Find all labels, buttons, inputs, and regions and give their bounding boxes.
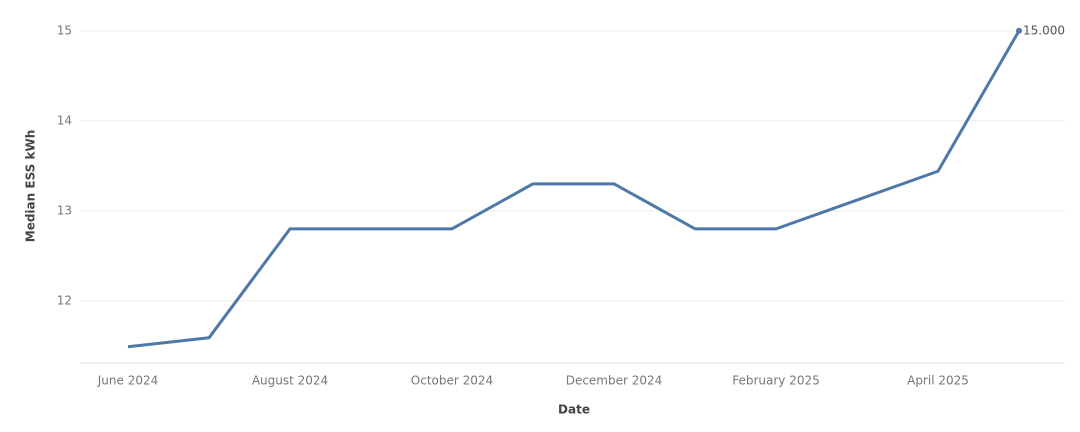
- y-tick-label: 13: [57, 203, 72, 217]
- x-tick-label: April 2025: [907, 374, 969, 388]
- y-axis-title: Median ESS kWh: [24, 130, 38, 242]
- x-axis-title: Date: [558, 403, 590, 417]
- point: [1016, 27, 1022, 34]
- x-tick-label: June 2024: [97, 374, 159, 388]
- y-tick-label: 14: [57, 113, 72, 127]
- y-tick-label: 15: [57, 23, 72, 37]
- x-tick-label: August 2024: [252, 374, 328, 388]
- x-tick-label: December 2024: [566, 374, 663, 388]
- data-label: 15.000: [1023, 23, 1065, 37]
- y-tick-label: 12: [57, 293, 72, 307]
- x-tick-label: October 2024: [411, 374, 493, 388]
- line: [127, 30, 1021, 349]
- x-tick-label: February 2025: [732, 374, 820, 388]
